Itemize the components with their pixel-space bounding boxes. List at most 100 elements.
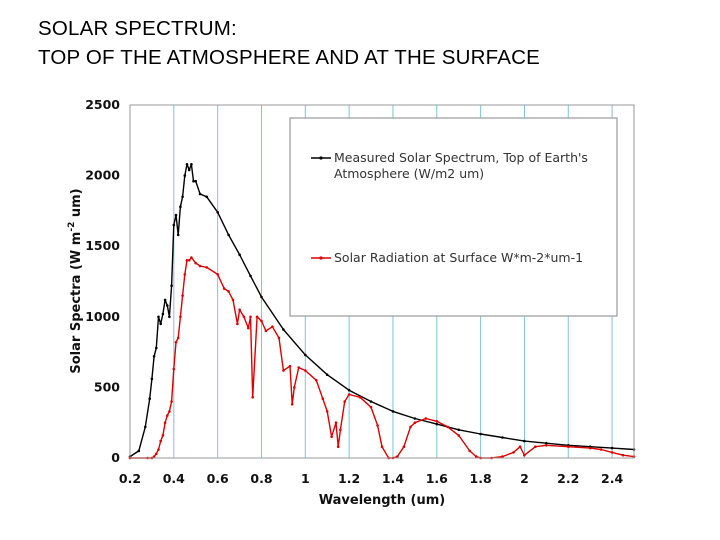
series-1-point	[288, 364, 292, 368]
series-1-point	[194, 261, 197, 265]
x-tick-label: 1.4	[382, 471, 404, 486]
series-0-point	[137, 449, 141, 453]
series-1-point	[282, 369, 285, 372]
x-tick-label: 0.2	[119, 471, 141, 486]
y-tick-label: 2000	[85, 168, 120, 183]
y-axis-title-main: Solar Spectra (W m	[69, 232, 84, 374]
series-1-point	[297, 366, 301, 369]
title-line-2: TOP OF THE ATMOSPHERE AND AT THE SURFACE	[38, 46, 541, 69]
series-0-point	[172, 223, 176, 227]
x-tick-label: 1.6	[426, 471, 448, 486]
slide-title: SOLAR SPECTRUM: TOP OF THE ATMOSPHERE AN…	[38, 14, 540, 72]
series-1-point	[409, 425, 412, 429]
series-1-point	[277, 336, 281, 340]
series-1-point	[474, 455, 478, 458]
series-1-point	[170, 400, 173, 403]
series-1-point	[334, 421, 338, 425]
series-0-point	[152, 355, 156, 358]
series-1-point	[174, 340, 178, 344]
x-tick-label: 2.4	[601, 471, 623, 486]
y-axis-title: Solar Spectra (W m-2 um)	[67, 188, 84, 373]
series-1-point	[249, 315, 252, 319]
y-axis-title-unit: um)	[69, 188, 84, 221]
series-1-point	[198, 264, 202, 268]
series-0-point	[190, 163, 193, 166]
series-0-point	[187, 168, 191, 172]
series-1-point	[264, 329, 268, 333]
series-1-point	[468, 449, 472, 453]
series-0-point	[159, 322, 162, 326]
series-1-point	[358, 396, 362, 399]
series-1-point	[231, 298, 235, 302]
series-0-point	[325, 373, 329, 377]
series-layer	[128, 163, 636, 460]
series-1-point	[157, 448, 160, 451]
plot-frame	[129, 104, 635, 459]
x-tick-label: 1.2	[338, 471, 360, 486]
series-0-point	[479, 432, 482, 436]
series-0-point	[238, 253, 241, 256]
y-tick-label: 500	[94, 379, 120, 394]
series-0-point	[205, 195, 208, 199]
series-0-point	[545, 441, 548, 445]
series-0-point	[523, 439, 526, 443]
legend-label-top-line-1: Measured Solar Spectrum, Top of Earth's	[334, 150, 588, 165]
series-0-point	[155, 346, 158, 350]
series-0-point	[435, 422, 439, 426]
series-1-point	[179, 315, 182, 319]
series-1-point	[152, 455, 156, 458]
series-1-point	[190, 256, 193, 259]
y-tick-label: 1000	[85, 309, 120, 324]
series-1-point	[242, 315, 246, 319]
series-1-point	[501, 455, 504, 458]
series-1-point	[321, 397, 325, 401]
series-1-point	[518, 445, 522, 449]
series-1-point	[534, 445, 537, 449]
series-1-point	[222, 287, 226, 290]
legend-label-surface: Solar Radiation at Surface W*m-2*um-1	[334, 250, 583, 265]
tick-layer: 0.2 0.4 0.6 0.8 1 1.2 1.4 1.6 1.8 2 2.2 2.4 0 500 1000…	[85, 97, 623, 486]
series-1-point	[621, 453, 625, 457]
series-0-point	[170, 284, 173, 288]
series-0-point	[227, 233, 230, 237]
y-tick-label: 0	[111, 450, 120, 465]
series-1-point	[599, 448, 603, 451]
series-0-point	[369, 400, 373, 403]
series-1-point	[376, 424, 379, 427]
series-0-point	[168, 315, 171, 319]
x-tick-label: 0.8	[250, 471, 272, 486]
x-axis-title: Wavelength (um)	[319, 493, 445, 508]
series-0-point	[157, 315, 160, 319]
series-1-point	[205, 266, 208, 269]
series-1-point	[183, 273, 187, 276]
series-1-point	[523, 453, 526, 457]
series-1-point	[247, 326, 250, 330]
series-1-point	[168, 410, 171, 413]
series-0-point	[198, 192, 202, 196]
series-0-point	[183, 174, 187, 177]
series-0-point	[249, 274, 252, 278]
series-1-point	[293, 386, 296, 389]
series-1-point	[216, 273, 219, 276]
series-1-point	[512, 451, 515, 454]
series-1-point	[172, 367, 176, 371]
series-0-point	[161, 312, 165, 316]
legend-marker-top-of-atmosphere	[319, 156, 323, 160]
series-0-point	[192, 179, 195, 183]
series-1-point	[347, 393, 351, 396]
series-1-point	[369, 405, 373, 409]
series-0-point	[347, 388, 351, 392]
series-1-point	[271, 325, 274, 329]
series-1-point	[181, 294, 184, 297]
title-line-1: SOLAR SPECTRUM:	[38, 17, 237, 40]
series-0-point	[457, 428, 461, 432]
series-1-point	[457, 434, 461, 437]
series-1-point	[567, 445, 570, 449]
series-1-point	[343, 400, 347, 403]
legend-label-top-line-2: Atmosphere (W/m2 um)	[334, 166, 484, 181]
series-1-point	[166, 414, 169, 417]
x-tick-label: 2	[520, 471, 529, 486]
series-1-point	[290, 403, 294, 406]
series-1-point	[304, 369, 307, 372]
x-tick-label: 2.2	[557, 471, 579, 486]
